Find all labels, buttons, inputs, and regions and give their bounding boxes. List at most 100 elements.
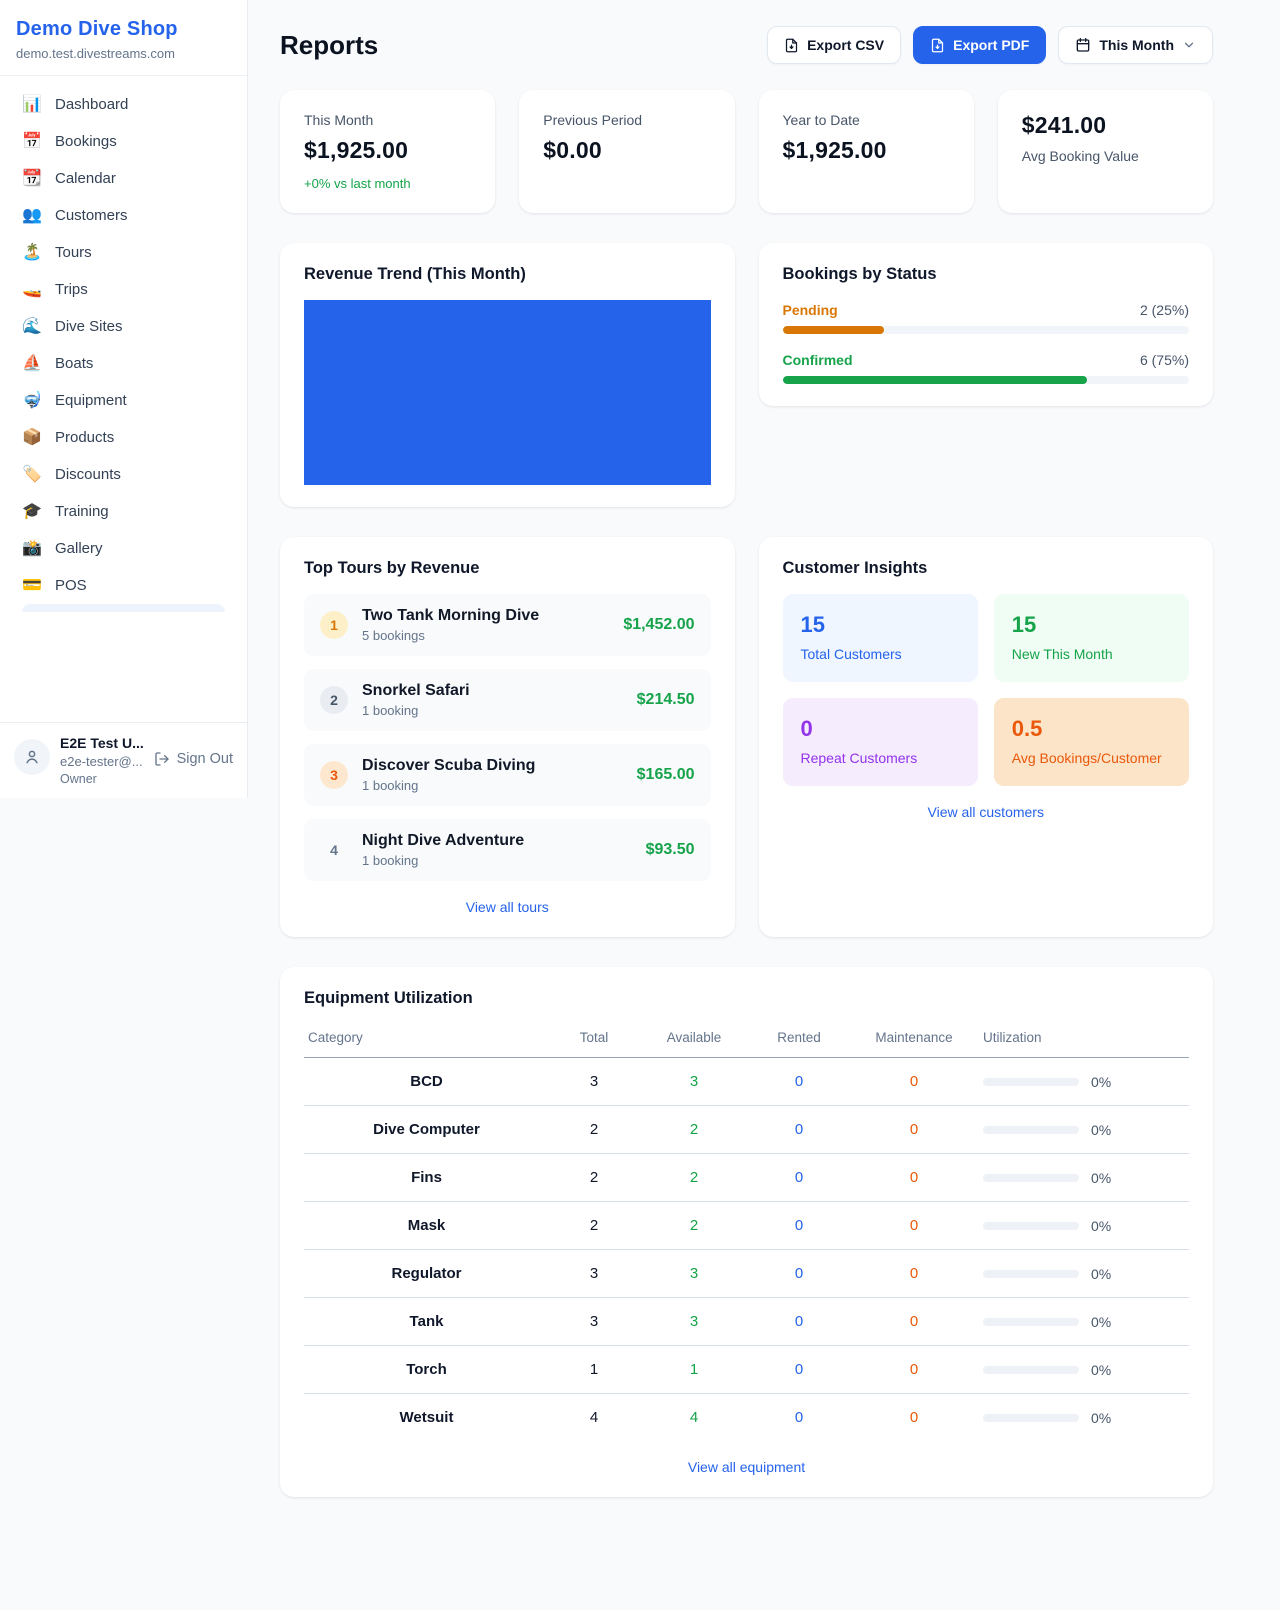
cell-category: Regulator: [304, 1249, 549, 1298]
progress-fill-confirmed: [782, 376, 1088, 384]
chevron-down-icon: [1184, 42, 1194, 48]
customers-icon: 👥: [22, 206, 42, 224]
tour-revenue: $214.50: [636, 691, 695, 708]
cell-category: Tank: [304, 1297, 549, 1346]
person-icon: [26, 750, 38, 764]
user-email: e2e-tester@...: [60, 754, 143, 769]
avatar: [14, 739, 50, 775]
view-all-customers-link[interactable]: View all customers: [927, 804, 1044, 820]
sidebar-item-dive-sites[interactable]: 🌊 Dive Sites: [12, 308, 235, 345]
user-name: E2E Test U...: [60, 735, 144, 751]
sidebar-item-label: Bookings: [55, 133, 117, 150]
cell-maintenance: 0: [849, 1297, 979, 1346]
bookings-status-card: Bookings by Status Pending 2 (25%) Confi…: [758, 243, 1213, 406]
calendar-icon: 📆: [22, 169, 42, 187]
tile-label: New This Month: [1011, 646, 1113, 662]
cell-rented: 0: [749, 1153, 849, 1202]
sidebar-item-label: POS: [55, 577, 87, 594]
cell-category: Torch: [304, 1345, 549, 1394]
sidebar-item-tours[interactable]: 🏝️ Tours: [12, 234, 235, 271]
sidebar-item-bookings[interactable]: 📅 Bookings: [12, 123, 235, 160]
graduation-cap-icon: 🎓: [22, 502, 42, 520]
insight-tiles: 15 Total Customers 15 New This Month 0 R…: [782, 594, 1189, 786]
tile-avg-bookings: 0.5 Avg Bookings/Customer: [993, 698, 1189, 786]
calendar-icon: [1077, 38, 1090, 52]
cell-rented: 0: [749, 1105, 849, 1154]
view-all-equipment-link[interactable]: View all equipment: [687, 1459, 806, 1475]
export-pdf-button[interactable]: Export PDF: [913, 26, 1047, 64]
export-csv-button[interactable]: Export CSV: [767, 26, 902, 64]
utilization-bar: [983, 1221, 1079, 1230]
stat-cards: This Month $1,925.00 +0% vs last month P…: [280, 90, 1213, 213]
rank-badge: 3: [320, 761, 348, 789]
customer-insights-card: Customer Insights 15 Total Customers 15 …: [758, 537, 1213, 937]
sign-out-label: Sign Out: [176, 751, 233, 767]
utilization-percent: 0%: [1091, 1265, 1112, 1282]
sidebar: Demo Dive Shop demo.test.divestreams.com…: [0, 0, 248, 798]
sidebar-item-label: Products: [55, 429, 115, 446]
cell-maintenance: 0: [849, 1057, 979, 1106]
header-actions: Export CSV Export PDF This Month: [767, 26, 1213, 64]
camera-icon: 📸: [22, 539, 42, 557]
cell-category: BCD: [304, 1057, 549, 1106]
utilization-percent: 0%: [1091, 1073, 1112, 1090]
top-tours-card: Top Tours by Revenue 1 Two Tank Morning …: [280, 537, 735, 937]
table-row: Mask 2 2 0 0 0%: [304, 1201, 1189, 1250]
cell-rented: 0: [749, 1297, 849, 1346]
stat-value: $0.00: [543, 137, 602, 163]
cell-rented: 0: [749, 1201, 849, 1250]
period-dropdown[interactable]: This Month: [1058, 26, 1213, 64]
sidebar-item-trips[interactable]: 🚤 Trips: [12, 271, 235, 308]
list-item: 1 Two Tank Morning Dive 5 bookings $1,45…: [304, 594, 711, 656]
sidebar-item-label: Gallery: [55, 540, 103, 557]
stat-label: Year to Date: [782, 112, 860, 128]
utilization-percent: 0%: [1091, 1313, 1112, 1330]
tile-total-customers: 15 Total Customers: [782, 594, 978, 682]
sailboat-icon: ⛵: [22, 354, 42, 372]
cell-total: 1: [549, 1345, 639, 1394]
table-row: Torch 1 1 0 0 0%: [304, 1345, 1189, 1394]
tour-revenue: $93.50: [645, 841, 695, 858]
table-row: Tank 3 3 0 0 0%: [304, 1297, 1189, 1346]
cell-total: 2: [549, 1105, 639, 1154]
status-count-confirmed: 6 (75%): [1139, 352, 1189, 368]
sign-out-button[interactable]: Sign Out: [154, 751, 233, 767]
sidebar-item-pos[interactable]: 💳 POS: [12, 567, 235, 604]
sidebar-item-products[interactable]: 📦 Products: [12, 419, 235, 456]
sidebar-item-training[interactable]: 🎓 Training: [12, 493, 235, 530]
rank-badge: 2: [320, 686, 348, 714]
sidebar-item-calendar[interactable]: 📆 Calendar: [12, 160, 235, 197]
sidebar-item-discounts[interactable]: 🏷️ Discounts: [12, 456, 235, 493]
tour-bookings: 5 bookings: [362, 628, 425, 643]
sidebar-item-reports-partial[interactable]: [22, 604, 225, 612]
file-download-icon: [931, 38, 944, 52]
stat-value: $241.00: [1021, 112, 1107, 138]
stat-value: $1,925.00: [782, 137, 887, 163]
column-header: Total: [549, 1022, 639, 1058]
sidebar-item-boats[interactable]: ⛵ Boats: [12, 345, 235, 382]
stat-label: Avg Booking Value: [1021, 148, 1139, 164]
tile-label: Repeat Customers: [800, 750, 918, 766]
sidebar-item-dashboard[interactable]: 📊 Dashboard: [12, 86, 235, 123]
sidebar-item-label: Training: [55, 503, 109, 520]
sidebar-item-gallery[interactable]: 📸 Gallery: [12, 530, 235, 567]
table-row: Wetsuit 4 4 0 0 0%: [304, 1394, 1189, 1442]
rank-badge: 4: [330, 842, 338, 858]
tour-bookings: 1 booking: [362, 703, 419, 718]
cell-maintenance: 0: [849, 1153, 979, 1202]
column-header: Rented: [749, 1022, 849, 1058]
sidebar-item-equipment[interactable]: 🤿 Equipment: [12, 382, 235, 419]
utilization-percent: 0%: [1091, 1169, 1112, 1186]
tour-name: Discover Scuba Diving: [362, 757, 536, 774]
tour-revenue: $1,452.00: [623, 616, 695, 633]
sidebar-item-customers[interactable]: 👥 Customers: [12, 197, 235, 234]
tile-value: 15: [1011, 612, 1037, 637]
insights-row: Top Tours by Revenue 1 Two Tank Morning …: [280, 537, 1213, 937]
cell-available: 4: [689, 1409, 699, 1426]
cell-category: Mask: [304, 1201, 549, 1250]
cell-rented: 0: [749, 1249, 849, 1298]
utilization-percent: 0%: [1091, 1217, 1112, 1234]
credit-card-icon: 💳: [22, 576, 42, 594]
view-all-tours-link[interactable]: View all tours: [465, 899, 549, 915]
cell-category: Wetsuit: [399, 1409, 454, 1426]
